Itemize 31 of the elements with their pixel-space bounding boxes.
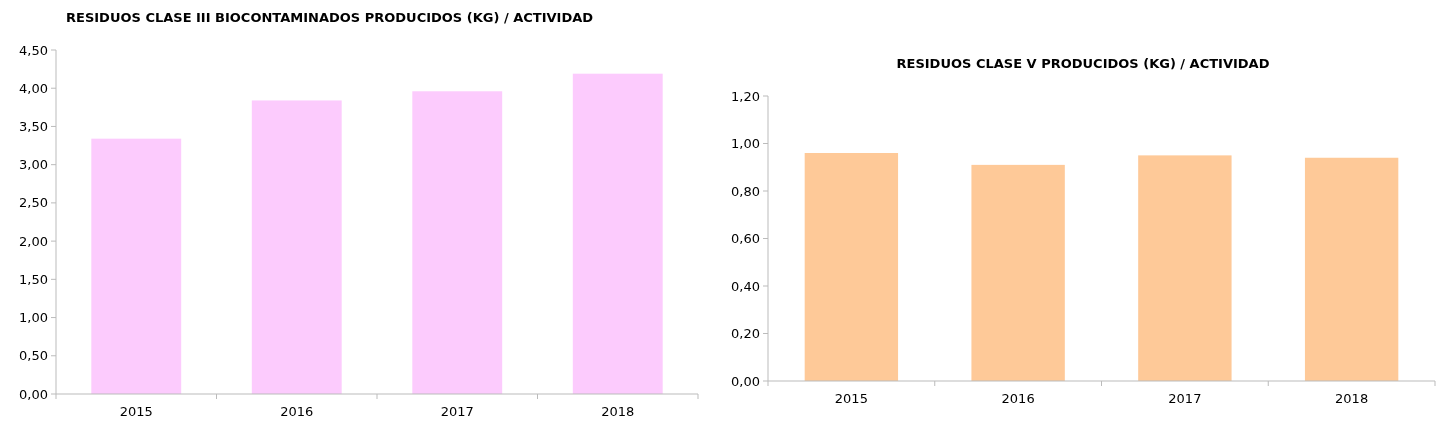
y-tick-label: 2,00 <box>19 233 48 249</box>
chart-title: RESIDUOS CLASE V PRODUCIDOS (KG) / ACTIVIDAD <box>896 56 1270 71</box>
y-tick-label: 1,00 <box>731 136 760 152</box>
y-tick-label: 0,60 <box>731 231 760 247</box>
y-tick-label: 3,50 <box>19 118 48 134</box>
y-tick-label: 0,80 <box>731 183 760 199</box>
x-tick-label: 2015 <box>834 391 868 406</box>
y-tick-label: 1,00 <box>19 310 48 326</box>
y-tick-label: 2,50 <box>19 195 48 211</box>
y-tick-label: 0,00 <box>731 373 760 389</box>
x-tick-label: 2017 <box>1168 391 1202 406</box>
y-tick-label: 4,00 <box>19 80 48 96</box>
bar <box>572 73 663 394</box>
x-tick-label: 2018 <box>601 404 635 419</box>
y-tick-label: 3,00 <box>19 157 48 173</box>
x-tick-label: 2016 <box>1001 391 1035 406</box>
x-tick-label: 2015 <box>119 404 153 419</box>
chart-title: RESIDUOS CLASE III BIOCONTAMINADOS PRODUCIDOS (KG) / ACTIVIDAD <box>66 10 594 25</box>
y-tick-label: 0,00 <box>19 386 48 402</box>
y-tick-label: 0,50 <box>19 348 48 364</box>
y-tick-label: 0,20 <box>731 326 760 342</box>
y-tick-label: 0,40 <box>731 278 760 294</box>
y-tick-label: 4,50 <box>19 42 48 58</box>
bar <box>91 138 182 394</box>
bar <box>251 100 342 394</box>
x-tick-label: 2018 <box>1335 391 1369 406</box>
bar <box>412 91 503 394</box>
x-tick-label: 2016 <box>280 404 314 419</box>
x-tick-label: 2017 <box>440 404 474 419</box>
y-tick-label: 1,50 <box>19 271 48 287</box>
y-tick-label: 1,20 <box>731 88 760 104</box>
